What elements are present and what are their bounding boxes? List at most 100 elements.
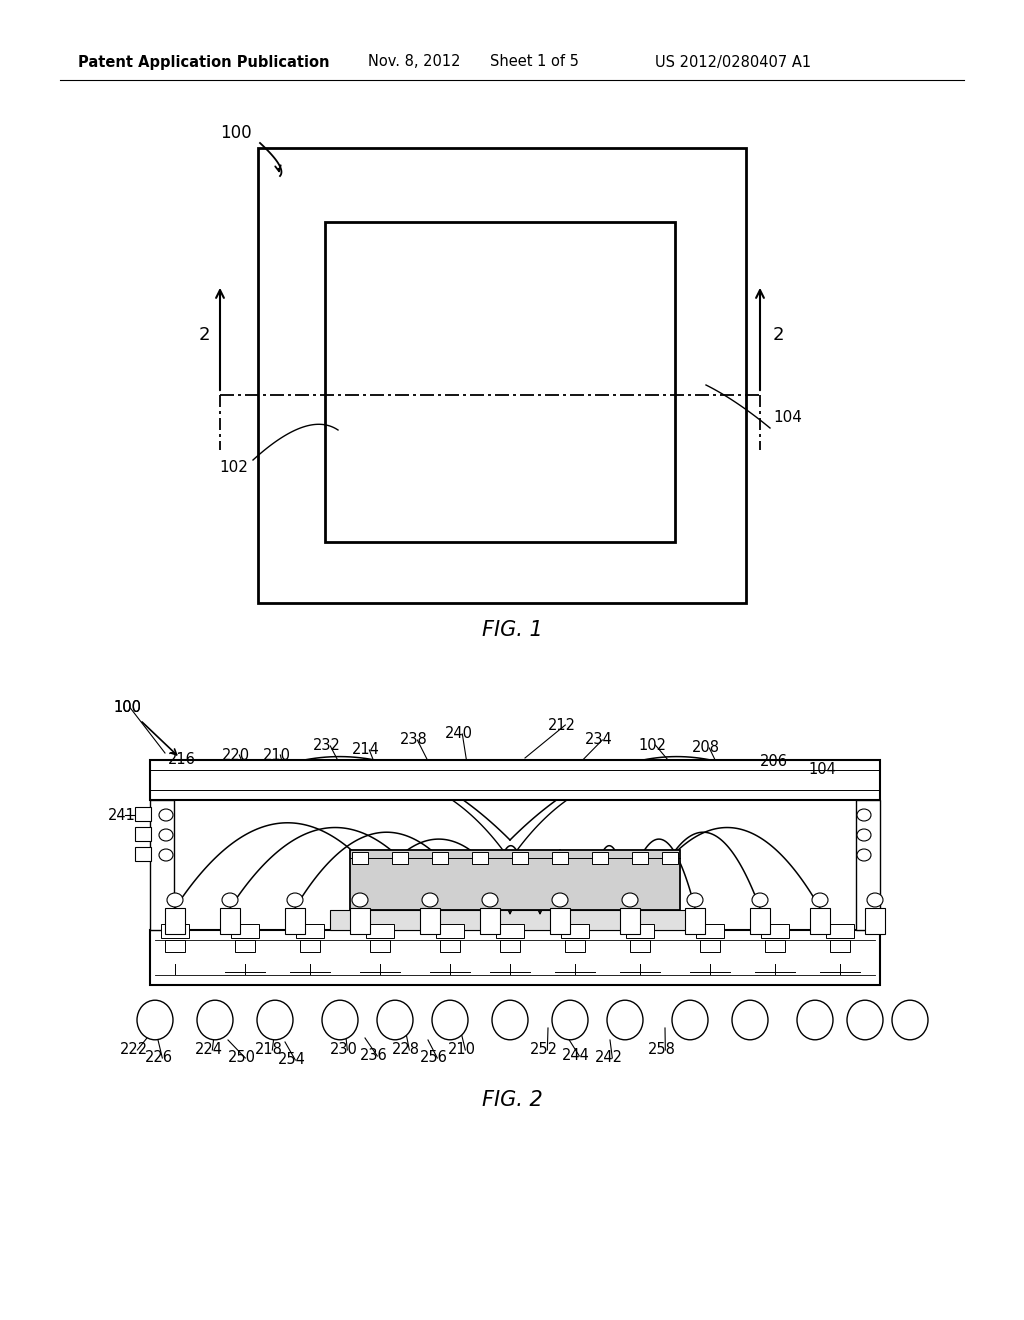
Text: 104: 104 [808, 763, 836, 777]
Text: FIG. 2: FIG. 2 [481, 1090, 543, 1110]
Ellipse shape [287, 894, 303, 907]
Bar [440, 940, 460, 952]
Bar [561, 924, 589, 939]
Bar [165, 908, 185, 935]
Bar [750, 908, 770, 935]
Text: US 2012/0280407 A1: US 2012/0280407 A1 [655, 54, 811, 70]
Bar [496, 924, 524, 939]
Ellipse shape [492, 1001, 528, 1040]
Bar [234, 940, 255, 952]
Text: Sheet 1 of 5: Sheet 1 of 5 [490, 54, 579, 70]
Text: 222: 222 [120, 1043, 148, 1057]
Text: 2: 2 [772, 326, 783, 345]
Ellipse shape [422, 894, 438, 907]
Bar [420, 908, 440, 935]
Text: 104: 104 [773, 411, 802, 425]
Bar [325, 222, 675, 543]
Text: 208: 208 [692, 741, 720, 755]
Ellipse shape [857, 829, 871, 841]
Text: 256: 256 [420, 1051, 447, 1065]
Ellipse shape [672, 1001, 708, 1040]
Ellipse shape [167, 894, 183, 907]
Bar [700, 940, 720, 952]
Text: FIG. 1: FIG. 1 [481, 620, 543, 640]
Text: 232: 232 [313, 738, 341, 754]
Bar [512, 851, 528, 865]
Ellipse shape [752, 894, 768, 907]
Bar [300, 940, 319, 952]
Bar [161, 924, 189, 939]
Ellipse shape [222, 894, 238, 907]
Bar [830, 940, 850, 952]
Ellipse shape [847, 1001, 883, 1040]
Bar [150, 931, 880, 985]
Bar [330, 909, 700, 931]
Ellipse shape [797, 1001, 833, 1040]
Text: 214: 214 [352, 742, 380, 758]
Ellipse shape [137, 1001, 173, 1040]
Bar [685, 908, 705, 935]
Text: 100: 100 [113, 701, 141, 715]
Bar [150, 800, 174, 931]
Bar [662, 851, 678, 865]
Bar [135, 847, 151, 861]
Text: 210: 210 [449, 1043, 476, 1057]
Bar [165, 940, 185, 952]
Text: 226: 226 [145, 1051, 173, 1065]
Bar [432, 851, 449, 865]
Bar [552, 851, 568, 865]
Bar [696, 924, 724, 939]
Text: 2: 2 [199, 326, 210, 345]
Ellipse shape [197, 1001, 233, 1040]
Ellipse shape [159, 829, 173, 841]
Bar [155, 939, 874, 974]
Bar [366, 924, 394, 939]
Ellipse shape [432, 1001, 468, 1040]
Bar [620, 908, 640, 935]
Bar [565, 940, 585, 952]
Text: Patent Application Publication: Patent Application Publication [78, 54, 330, 70]
Text: 238: 238 [400, 733, 428, 747]
Text: 210: 210 [263, 747, 291, 763]
Bar [285, 908, 305, 935]
Bar [826, 924, 854, 939]
Bar [350, 850, 680, 909]
Ellipse shape [322, 1001, 358, 1040]
Text: 242: 242 [595, 1051, 623, 1065]
Bar [150, 760, 880, 800]
Bar [765, 940, 785, 952]
Text: 206: 206 [760, 755, 788, 770]
Text: 102: 102 [219, 461, 248, 475]
Bar [135, 828, 151, 841]
Text: 218: 218 [255, 1043, 283, 1057]
Ellipse shape [159, 809, 173, 821]
Ellipse shape [552, 1001, 588, 1040]
Text: 241: 241 [108, 808, 136, 822]
Bar [350, 908, 370, 935]
Bar [865, 908, 885, 935]
Bar [296, 924, 324, 939]
Text: 230: 230 [330, 1043, 357, 1057]
Text: 236: 236 [360, 1048, 388, 1064]
Text: 100: 100 [220, 124, 252, 143]
Ellipse shape [812, 894, 828, 907]
Text: 244: 244 [562, 1048, 590, 1064]
Bar [856, 800, 880, 931]
Text: 102: 102 [638, 738, 666, 752]
Bar [761, 924, 790, 939]
Bar [500, 940, 520, 952]
Bar [135, 807, 151, 821]
Bar [392, 851, 408, 865]
Ellipse shape [867, 894, 883, 907]
Text: 234: 234 [585, 733, 612, 747]
Text: Nov. 8, 2012: Nov. 8, 2012 [368, 54, 461, 70]
Bar [258, 148, 746, 603]
Ellipse shape [687, 894, 703, 907]
Bar [480, 908, 500, 935]
Text: 220: 220 [222, 747, 250, 763]
Text: 100: 100 [113, 701, 141, 715]
Text: 258: 258 [648, 1043, 676, 1057]
Text: 216: 216 [168, 752, 196, 767]
Bar [231, 924, 259, 939]
Text: 224: 224 [195, 1043, 223, 1057]
